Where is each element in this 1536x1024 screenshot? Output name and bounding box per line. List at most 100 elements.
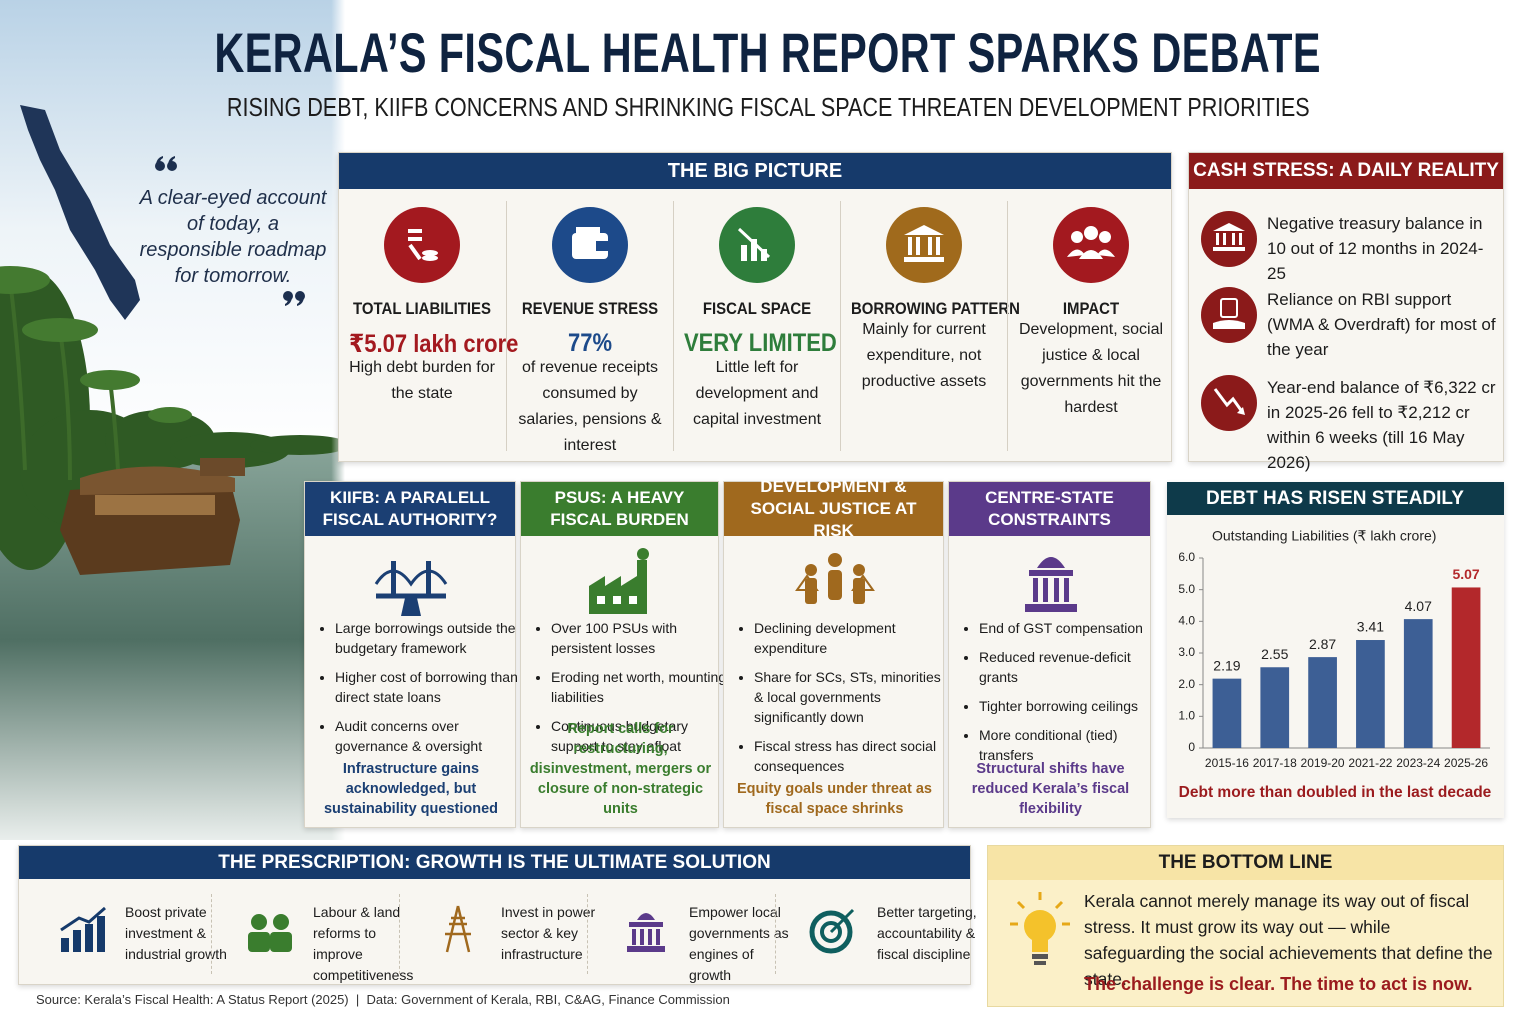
panel-header: DEVELOPMENT & SOCIAL JUSTICE AT RISK xyxy=(724,477,943,540)
metric-column: FISCAL SPACE VERY LIMITED Little left for … xyxy=(673,201,840,451)
icon xyxy=(248,914,292,952)
icon xyxy=(384,207,460,283)
value-label: 3.41 xyxy=(1357,619,1384,635)
icon xyxy=(627,913,665,952)
source-note: Source: Kerala’s Fiscal Health: A Status… xyxy=(36,992,730,1007)
bar xyxy=(1451,587,1481,748)
bullet: Fiscal stress has direct social conseque… xyxy=(754,736,953,776)
bullet-list: Over 100 PSUs with persistent losses Erod… xyxy=(533,618,728,765)
y-tick-label: 3.0 xyxy=(1178,645,1195,659)
y-axis-label: Outstanding Liabilities (₹ lakh crore) xyxy=(1212,528,1436,544)
bullet: Large borrowings outside the budgetary f… xyxy=(335,618,525,658)
divider xyxy=(399,894,400,974)
metric-value: ₹5.07 lakh crore xyxy=(348,330,519,358)
cash-stress-item: Year-end balance of ₹6,322 cr in 2025-26… xyxy=(1267,378,1496,472)
y-tick-label: 4.0 xyxy=(1178,614,1195,628)
x-tick-label: 2015-16 xyxy=(1205,756,1249,770)
bullet: Over 100 PSUs with persistent losses xyxy=(551,618,728,658)
bar xyxy=(1308,657,1337,748)
icon xyxy=(719,207,795,283)
bar xyxy=(1356,640,1385,748)
icon xyxy=(809,908,855,954)
cash-stress-item: Negative treasury balance in 10 out of 1… xyxy=(1267,214,1484,283)
metric-column: REVENUE STRESS 77% of revenue receipts con… xyxy=(506,201,673,454)
bullet: Eroding net worth, mounting liabilities xyxy=(551,667,728,707)
panel-conclusion: Equity goals under threat as fiscal spac… xyxy=(737,781,932,817)
icon xyxy=(374,561,448,616)
bar xyxy=(1403,619,1433,748)
metric-description: of revenue receipts consumed by salaries… xyxy=(518,359,662,454)
metric-description: Development, social justice & local gove… xyxy=(1018,321,1164,416)
section-header: THE BIG PICTURE xyxy=(339,153,1171,189)
metric-label: BORROWING PATTERN xyxy=(850,299,1020,318)
divider xyxy=(211,894,212,974)
icon xyxy=(886,207,962,283)
bullet-list: End of GST compensation Reduced revenue-d… xyxy=(961,618,1160,774)
metric-label: TOTAL LIABILITIES xyxy=(353,299,491,318)
icon xyxy=(794,553,875,604)
bar xyxy=(1212,678,1242,748)
chart-note: Debt more than doubled in the last decad… xyxy=(1179,784,1492,801)
bullet: Share for SCs, STs, minorities & local g… xyxy=(754,667,953,727)
y-tick-label: 5.0 xyxy=(1178,582,1195,596)
x-tick-label: 2025-26 xyxy=(1444,756,1488,770)
metric-value: 77% xyxy=(567,329,613,357)
metric-label: IMPACT xyxy=(1062,299,1120,318)
title-wrap: KERALA’S FISCAL HEALTH REPORT SPARKS DEB… xyxy=(0,20,1536,85)
panel-header: PSUS: A HEAVY FISCAL BURDEN xyxy=(521,482,718,536)
divider xyxy=(775,894,776,974)
value-label: 5.07 xyxy=(1452,566,1479,582)
section-header: CASH STRESS: A DAILY REALITY xyxy=(1189,153,1503,189)
chart-header xyxy=(1167,482,1504,515)
bar xyxy=(1260,667,1290,748)
subtitle: RISING DEBT, KIIFB CONCERNS AND SHRINKIN… xyxy=(226,92,1310,122)
metric-value: VERY LIMITED xyxy=(683,329,837,357)
subtitle-wrap: RISING DEBT, KIIFB CONCERNS AND SHRINKIN… xyxy=(0,92,1536,123)
value-label: 2.55 xyxy=(1261,646,1288,662)
prescription-box: THE PRESCRIPTION: GROWTH IS THE ULTIMATE… xyxy=(18,845,977,985)
metric-column: TOTAL LIABILITIES ₹5.07 lakh crore High de… xyxy=(339,201,519,451)
icon xyxy=(1201,375,1257,431)
icon xyxy=(552,207,628,283)
y-tick-label: 0 xyxy=(1188,740,1195,754)
icon xyxy=(1053,207,1129,283)
bottom-line-call: The challenge is clear. The time to act … xyxy=(1084,974,1473,994)
bullet: More conditional (tied) transfers xyxy=(979,725,1160,765)
panel: CENTRE-STATE CONSTRAINTSEnd of GST compe… xyxy=(948,481,1151,828)
bullet: Continuous budgetary support to stay afl… xyxy=(551,716,728,756)
section-header: THE BOTTOM LINE xyxy=(988,846,1503,880)
cash-stress-box: CASH STRESS: A DAILY REALITY Negative tre… xyxy=(1188,152,1504,472)
quote: A clear-eyed account of today, a respons… xyxy=(139,187,327,287)
bullet: Audit concerns over governance & oversig… xyxy=(335,716,525,756)
icon xyxy=(1201,287,1257,343)
prescription-item: Boost private investment & industrial gr… xyxy=(125,904,227,962)
icon xyxy=(1010,892,1070,965)
x-tick-label: 2017-18 xyxy=(1253,756,1297,770)
bullet: End of GST compensation xyxy=(979,618,1160,638)
y-tick-label: 6.0 xyxy=(1178,550,1195,564)
divider xyxy=(587,894,588,974)
value-label: 4.07 xyxy=(1405,598,1432,614)
scenery xyxy=(0,0,345,840)
x-tick-label: 2019-20 xyxy=(1301,756,1345,770)
metric-description: Mainly for current expenditure, not prod… xyxy=(861,321,987,390)
panel: DEVELOPMENT & SOCIAL JUSTICE AT RISKDecl… xyxy=(723,477,944,828)
panel: KIIFB: A PARALELL FISCAL AUTHORITY?Large… xyxy=(304,481,518,828)
x-tick-label: 2023-24 xyxy=(1396,756,1440,770)
bullet: Higher cost of borrowing than direct sta… xyxy=(335,667,525,707)
prescription-item: Invest in power sector & key infrastruct… xyxy=(501,904,596,962)
x-tick-label: 2021-22 xyxy=(1348,756,1392,770)
panel: PSUS: A HEAVY FISCAL BURDEN Over 100 PSUs… xyxy=(520,481,726,828)
icon xyxy=(445,905,471,953)
cash-stress-item: Reliance on RBI support (WMA & Overdraft… xyxy=(1267,290,1496,359)
title: KERALA’S FISCAL HEALTH REPORT SPARKS DEB… xyxy=(214,21,1322,84)
big-picture-box: THE BIG PICTURE TOTAL LIABILITIES ₹5.07 la… xyxy=(338,152,1172,462)
panel-conclusion: Report calls for restructuring, disinves… xyxy=(529,721,712,817)
chart-title: DEBT HAS RISEN STEADILY xyxy=(1206,488,1464,509)
icon xyxy=(588,548,649,614)
section-header: THE PRESCRIPTION: GROWTH IS THE ULTIMATE… xyxy=(19,846,970,879)
metric-description: Little left for development and capital … xyxy=(692,359,822,428)
prescription-item: Empower local governments as engines of … xyxy=(689,904,789,983)
bottom-line-text: Kerala cannot merely manage its way out … xyxy=(1084,891,1493,989)
